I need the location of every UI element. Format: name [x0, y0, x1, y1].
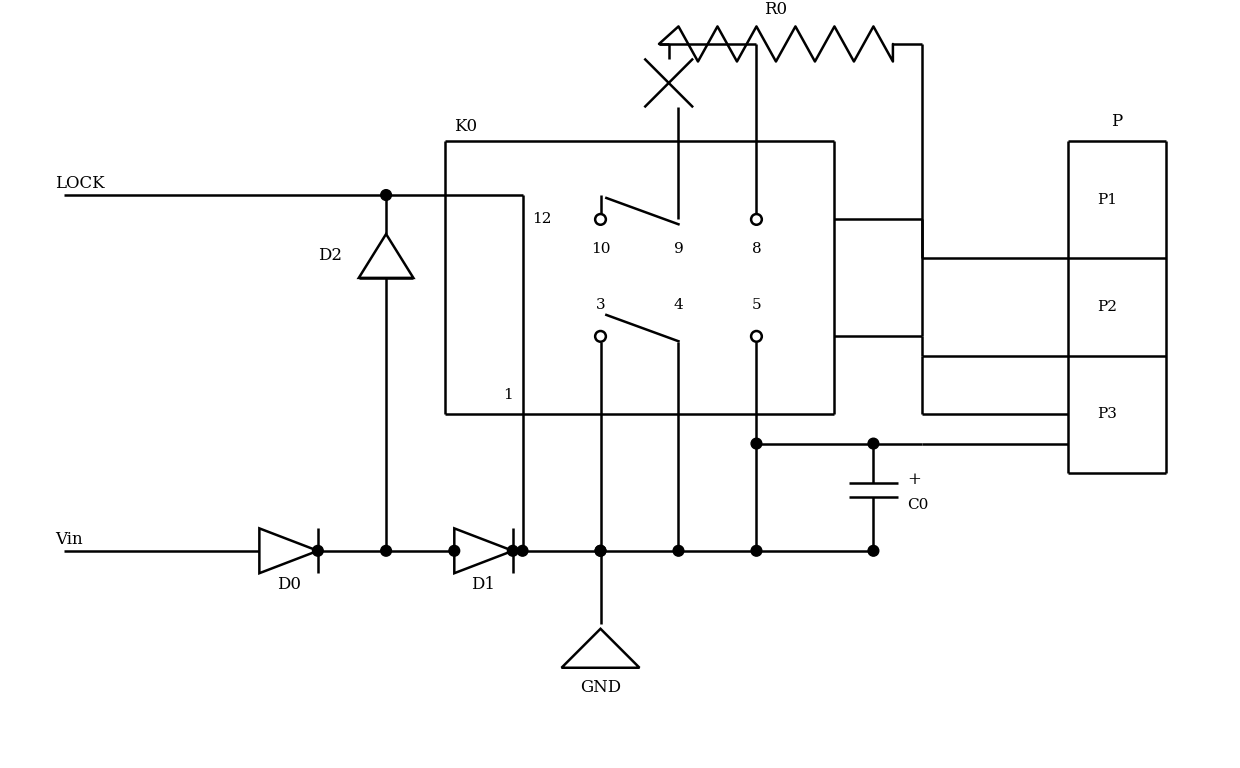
Circle shape — [751, 545, 761, 556]
Text: 9: 9 — [673, 242, 683, 256]
Text: 10: 10 — [590, 242, 610, 256]
Circle shape — [868, 545, 879, 556]
Text: D0: D0 — [277, 577, 300, 594]
Circle shape — [595, 545, 606, 556]
Circle shape — [507, 545, 518, 556]
Circle shape — [595, 545, 606, 556]
Circle shape — [381, 190, 392, 200]
Text: 3: 3 — [595, 298, 605, 312]
Circle shape — [381, 545, 392, 556]
Circle shape — [751, 439, 761, 449]
Text: LOCK: LOCK — [55, 175, 104, 192]
Circle shape — [751, 214, 761, 225]
Text: 8: 8 — [751, 242, 761, 256]
Text: 1: 1 — [503, 388, 513, 402]
Text: P3: P3 — [1097, 407, 1117, 422]
Circle shape — [449, 545, 460, 556]
Text: 5: 5 — [751, 298, 761, 312]
Text: P: P — [1111, 114, 1122, 131]
Text: R0: R0 — [764, 2, 787, 18]
Text: 4: 4 — [673, 298, 683, 312]
Text: K0: K0 — [454, 118, 477, 135]
Text: +: + — [908, 471, 921, 488]
Text: P2: P2 — [1097, 300, 1117, 314]
Circle shape — [868, 439, 879, 449]
Text: D1: D1 — [471, 577, 496, 594]
Circle shape — [751, 331, 761, 342]
Text: GND: GND — [580, 679, 621, 696]
Text: Vin: Vin — [55, 531, 82, 548]
Circle shape — [312, 545, 324, 556]
Circle shape — [673, 545, 683, 556]
Text: D2: D2 — [319, 247, 342, 264]
Circle shape — [517, 545, 528, 556]
Text: P1: P1 — [1097, 193, 1117, 207]
Text: 12: 12 — [532, 213, 552, 227]
Circle shape — [595, 214, 606, 225]
Text: C0: C0 — [908, 498, 929, 512]
Circle shape — [595, 331, 606, 342]
